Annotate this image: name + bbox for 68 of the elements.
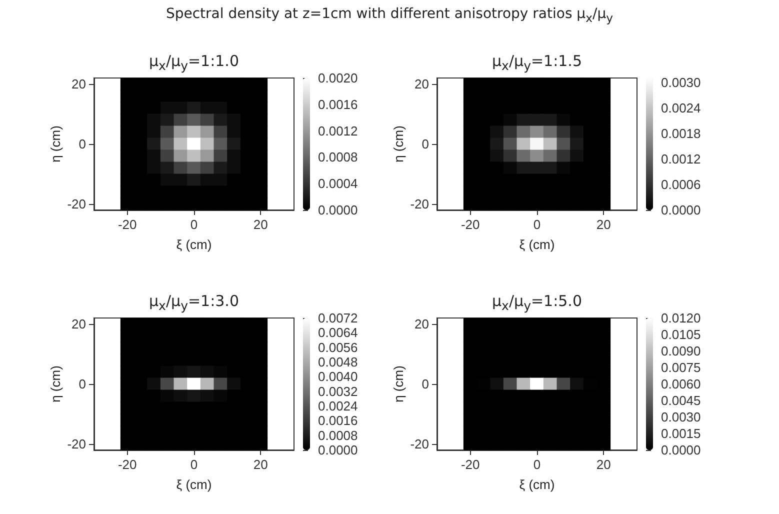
y-tick-label: 20: [414, 316, 429, 332]
color-bar-label: 0.0120: [661, 310, 701, 326]
x-tick-label: 20: [596, 457, 611, 472]
y-tick-label: 0: [78, 376, 86, 392]
y-tick-label: 20: [414, 76, 429, 92]
x-tick-label: 20: [253, 457, 268, 472]
color-bar-label: 0.0060: [661, 376, 701, 392]
chart-title: μ$_{x}$/μ$_{y}$=1:1.0: [149, 52, 239, 73]
x-tick-label: -20: [460, 457, 480, 472]
x-tick-label: -20: [460, 217, 480, 232]
color-bar-label: 0.0048: [318, 354, 358, 370]
color-bar-label: 0.0030: [661, 74, 701, 90]
color-bar-label: 0.0024: [661, 100, 701, 116]
color-bar-label: 0.0075: [661, 360, 701, 375]
color-bar-label: 0.0006: [661, 176, 701, 192]
color-bar-label: 0.0030: [661, 410, 701, 424]
x-tick-label: 20: [596, 217, 611, 232]
y-axis-title: η (cm): [391, 126, 406, 162]
color-bar-label: 0.0016: [318, 413, 358, 428]
color-bar-label: 0.0015: [661, 426, 701, 441]
color-bar-label: 0.0012: [661, 151, 701, 166]
x-axis-title: ξ (cm): [176, 237, 212, 252]
color-bar-label: 0.0000: [661, 202, 701, 218]
chart-title: μ$_{x}$/μ$_{y}$=1:5.0: [492, 292, 582, 313]
y-tick-label: -20: [410, 436, 429, 452]
color-bar-label: 0.0056: [318, 340, 358, 355]
x-tick-label: 20: [253, 217, 268, 232]
color-bar-label: 0.0000: [318, 442, 358, 458]
color-bar-label: 0.0000: [318, 202, 358, 218]
color-bar-label: 0.0012: [318, 123, 358, 138]
y-tick-label: -20: [67, 436, 86, 452]
y-tick-label: 0: [78, 136, 86, 152]
y-tick-label: 0: [422, 136, 429, 152]
y-axis-title: η (cm): [48, 126, 63, 162]
text: Spectral density at z=1cm with different anisotropy ratios μ$_{x}$/μ$_{y}$: [164, 6, 614, 25]
color-bar-label: 0.0064: [318, 325, 358, 340]
color-bar-label: 0.0032: [318, 384, 358, 399]
color-bar-label: 0.0004: [318, 176, 358, 192]
color-bar-label: 0.0016: [318, 96, 358, 112]
x-tick-label: -20: [118, 457, 137, 472]
y-axis-title: η (cm): [48, 366, 63, 402]
x-tick-label: 0: [190, 457, 198, 472]
chart-title: μ$_{x}$/μ$_{y}$=1:1.5: [492, 52, 582, 73]
color-bar-label: 0.0090: [661, 344, 701, 358]
chart-title: μ$_{x}$/μ$_{y}$=1:3.0: [149, 292, 239, 313]
x-tick-label: 0: [533, 217, 541, 232]
x-axis-title: ξ (cm): [519, 477, 555, 492]
x-axis-title: ξ (cm): [176, 477, 212, 492]
color-bar-label: 0.0018: [661, 126, 701, 141]
y-tick-label: 20: [72, 316, 86, 332]
y-axis-title: η (cm): [391, 366, 406, 402]
color-bar-label: 0.0040: [318, 369, 358, 384]
x-tick-label: -20: [118, 217, 137, 232]
color-bar-label: 0.0008: [318, 150, 358, 165]
x-tick-label: 0: [533, 457, 541, 472]
y-tick-label: 20: [72, 76, 86, 92]
color-bar-label: 0.0008: [318, 428, 358, 443]
color-bar-label: 0.0105: [661, 327, 701, 342]
x-tick-label: 0: [190, 217, 198, 232]
color-bar-label: 0.0045: [661, 393, 701, 408]
x-axis-title: ξ (cm): [519, 237, 555, 252]
color-bar-label: 0.0000: [661, 442, 701, 458]
y-tick-label: -20: [410, 196, 429, 212]
y-tick-label: 0: [422, 376, 429, 392]
y-tick-label: -20: [67, 196, 86, 212]
color-bar-label: 0.0072: [318, 310, 358, 326]
color-bar-label: 0.0020: [318, 70, 358, 86]
color-bar-label: 0.0024: [318, 398, 358, 414]
